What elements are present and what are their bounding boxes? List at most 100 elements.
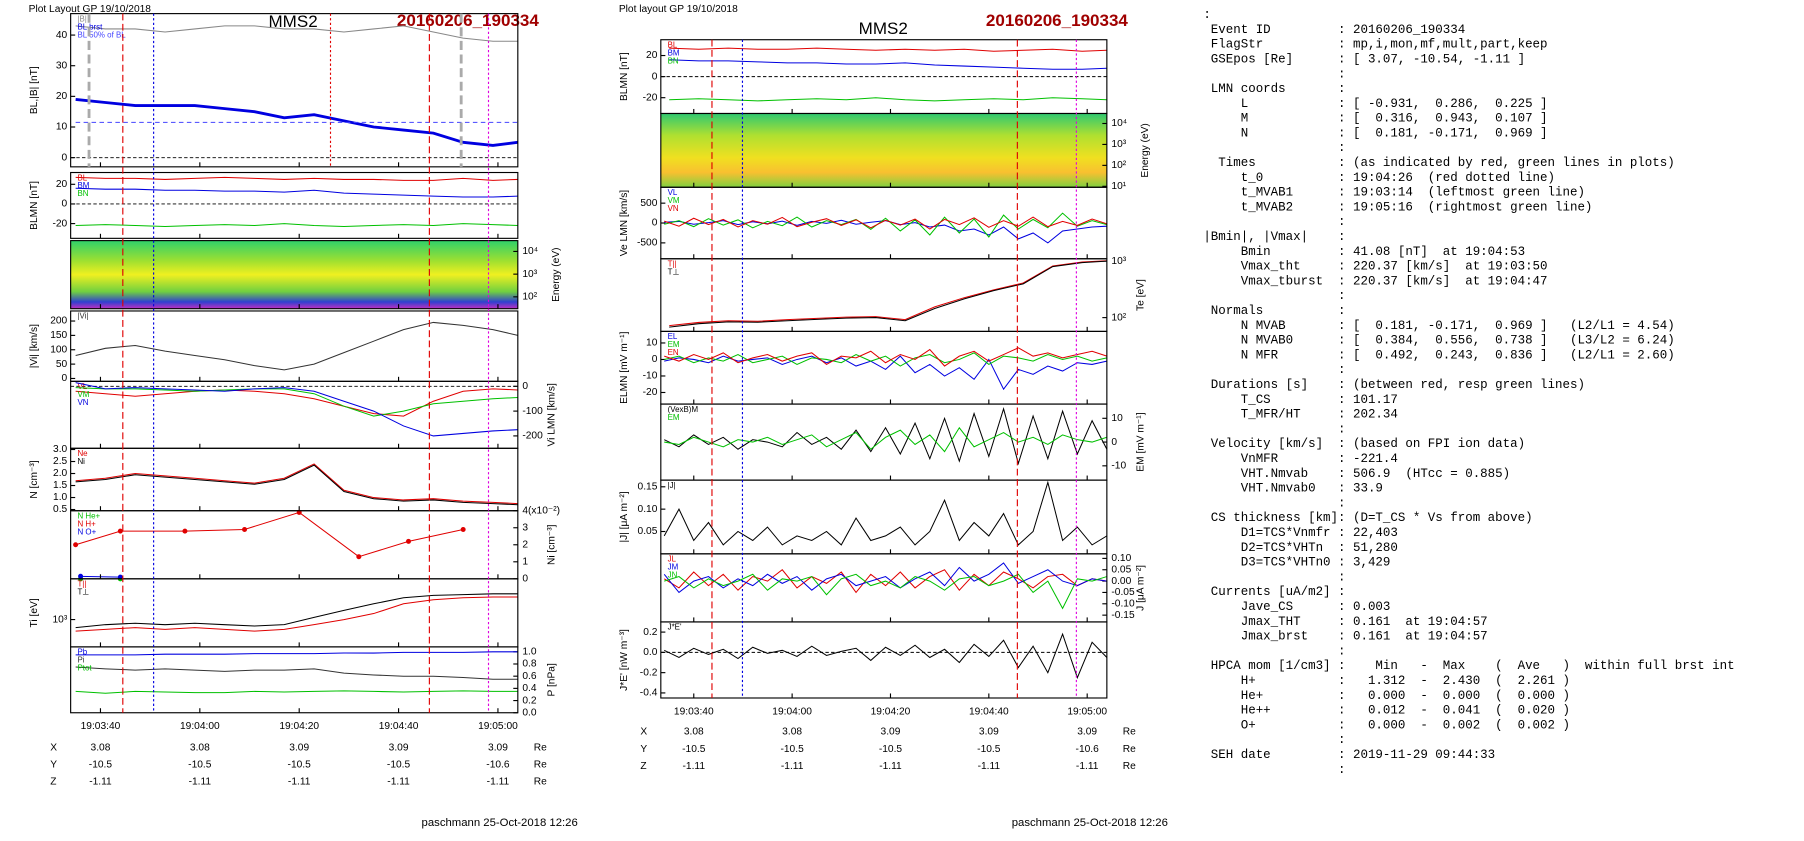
- y-tick-label: 0.2: [522, 695, 537, 706]
- y-tick-label: -0.15: [1111, 610, 1135, 621]
- summary-line: :: [1203, 570, 1345, 584]
- y-axis-label: Ve LMN [km/s]: [619, 190, 630, 257]
- y-tick-label: 2.0: [53, 468, 68, 479]
- ephemeris-value: -10.5: [89, 760, 113, 771]
- layout-label: Plot layout GP 19/10/2018: [619, 4, 738, 15]
- ephemeris-unit: Re: [1123, 744, 1136, 755]
- series-line: [669, 260, 1107, 327]
- footer: paschmann 25-Oct-2018 12:26: [1012, 817, 1168, 829]
- spectrogram: [70, 240, 518, 309]
- panel-frame: [660, 621, 1108, 699]
- y-tick-label: 10: [646, 338, 658, 349]
- y-tick-label: 10¹: [1111, 181, 1126, 192]
- legend-entry: BL 50% of BL: [77, 30, 126, 39]
- y-tick-label: 1.5: [53, 480, 68, 491]
- y-axis-label: Energy (eV): [1140, 123, 1151, 177]
- y-tick-label: 2.5: [53, 456, 68, 467]
- y-tick-label: -200: [522, 431, 543, 442]
- ephemeris-value: -1.11: [288, 777, 311, 788]
- y-tick-label: 10²: [1111, 160, 1126, 171]
- point: [182, 528, 188, 534]
- ephemeris-value: 3.09: [881, 727, 901, 738]
- legend-entry: EN: [668, 348, 679, 357]
- ephemeris-value: 3.09: [488, 743, 508, 754]
- summary-line: :: [1203, 644, 1345, 658]
- legend-entry: BM: [77, 181, 89, 190]
- legend-entry: BL: [668, 40, 678, 49]
- y-tick-label: -0.10: [1111, 598, 1135, 609]
- ephemeris-value: -10.6: [1076, 744, 1100, 755]
- y-axis-label: BLMN [nT]: [29, 181, 40, 230]
- ephemeris-value: -10.5: [780, 744, 804, 755]
- summary-line: Jmax_brst : 0.161 at 19:04:57: [1203, 630, 1487, 644]
- legend-entry: VL: [77, 382, 87, 391]
- legend-entry: Ptot: [77, 664, 92, 673]
- point: [460, 526, 466, 532]
- y-axis-label: Ni [cm⁻³]: [547, 524, 558, 565]
- ephemeris-value: -1.11: [978, 761, 1001, 772]
- summary-line: :: [1203, 422, 1345, 436]
- ephemeris-value: 3.09: [979, 727, 999, 738]
- legend-entry: T||: [77, 580, 86, 589]
- legend-entry: (VexB)M: [668, 405, 698, 414]
- summary-line: Currents [uA/m2] :: [1203, 585, 1345, 599]
- y-axis-label: EM [mV m⁻¹]: [1136, 412, 1147, 471]
- y-tick-label: 0.2: [643, 627, 658, 638]
- point: [73, 542, 79, 548]
- y-tick-label: -10: [1111, 461, 1126, 472]
- ephemeris-value: -10.6: [486, 760, 510, 771]
- series-line: [664, 216, 1107, 230]
- summary-line: HPCA mom [1/cm3] : Min - Max ( Ave ) wit…: [1203, 659, 1734, 673]
- panel-frame: [70, 578, 519, 648]
- summary-line: M : [ 0.316, 0.943, 0.107 ]: [1203, 112, 1547, 126]
- ephemeris-label: Z: [640, 761, 646, 772]
- y-tick-label: 200: [50, 316, 67, 327]
- footer: paschmann 25-Oct-2018 12:26: [422, 817, 578, 829]
- panel-frame: [70, 13, 519, 168]
- y-axis-label: J [μA m⁻²]: [1136, 565, 1147, 611]
- summary-line: :: [1203, 215, 1345, 229]
- y-tick-label: -500: [637, 238, 658, 249]
- y-tick-label: 10²: [522, 292, 537, 303]
- y-tick-label: 1.0: [522, 647, 537, 658]
- y-tick-label: -10: [643, 371, 658, 382]
- summary-line: Durations [s] : (between red, resp green…: [1203, 378, 1585, 392]
- series-line: [75, 387, 518, 417]
- series-line: [75, 388, 518, 417]
- y-tick-label: 3: [522, 522, 528, 533]
- ephemeris-value: -10.5: [879, 744, 903, 755]
- summary-line: :: [1203, 141, 1345, 155]
- legend-entry: EM: [668, 340, 680, 349]
- summary-line: D3=TCS*VHTn0 : 3,429: [1203, 556, 1390, 570]
- layout-label: Plot Layout GP 19/10/2018: [29, 4, 152, 15]
- ephemeris-value: -10.5: [387, 760, 411, 771]
- legend-entry: BN: [668, 56, 679, 65]
- y-tick-label: 0: [62, 373, 68, 384]
- summary-line: N MVAB0 : [ 0.384, 0.556, 0.738 ] (L3/L2…: [1203, 334, 1674, 348]
- ephemeris-label: X: [640, 727, 647, 738]
- legend-entry: J*E': [668, 623, 682, 632]
- ephemeris-value: -10.5: [288, 760, 312, 771]
- ephemeris-value: -1.11: [387, 777, 410, 788]
- summary-line: CS thickness [km]: (D=T_CS * Vs from abo…: [1203, 511, 1532, 525]
- summary-line: LMN coords :: [1203, 82, 1345, 96]
- y-tick-label: 10³: [1111, 256, 1126, 267]
- series-line: [669, 97, 1107, 102]
- y-tick-label: 0.6: [522, 671, 537, 682]
- summary-line: :: [1203, 763, 1345, 777]
- series-line: [75, 666, 518, 680]
- ephemeris-value: 3.08: [782, 727, 802, 738]
- ephemeris-value: -1.11: [1076, 761, 1099, 772]
- legend-entry: Pb: [77, 648, 87, 657]
- panel-frame: [70, 240, 519, 310]
- ephemeris-unit: Re: [534, 760, 547, 771]
- legend-entry: |Vi|: [77, 312, 88, 321]
- y-tick-label: -100: [522, 406, 543, 417]
- panel-frame: [660, 553, 1108, 623]
- spacecraft: MMS2: [269, 12, 318, 31]
- x-tick-label: 19:04:20: [871, 706, 911, 717]
- y-tick-label: -0.05: [1111, 587, 1135, 598]
- summary-line: :: [1203, 363, 1345, 377]
- y-tick-label: 0: [652, 218, 658, 229]
- y-tick-label: 0.05: [1111, 564, 1131, 575]
